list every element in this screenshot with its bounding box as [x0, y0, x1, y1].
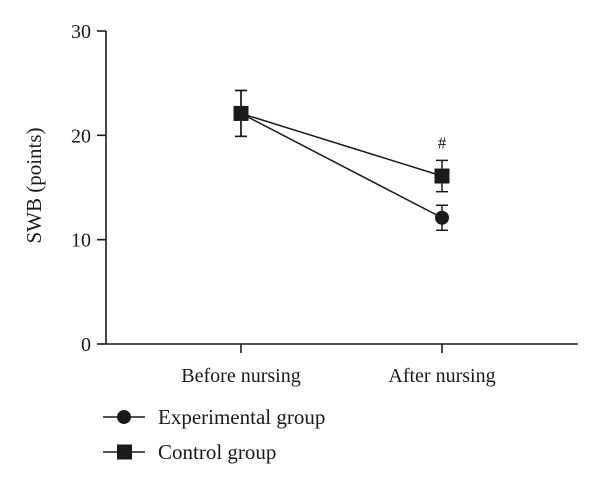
data-point-square: [233, 105, 249, 121]
x-tick-label: After nursing: [388, 365, 495, 387]
significance-annotation: #: [438, 133, 447, 152]
y-tick-label: 0: [81, 334, 91, 356]
legend-circle-icon: [117, 410, 131, 424]
data-point-circle: [435, 210, 449, 225]
legend-label: Experimental group: [158, 405, 325, 429]
y-tick-label: 30: [71, 21, 91, 43]
y-tick-label: 10: [71, 230, 91, 252]
legend: Experimental group Control group: [103, 405, 325, 464]
error-bars: [235, 89, 448, 232]
y-axis-title: SWB (points): [22, 127, 46, 243]
legend-label: Control group: [158, 440, 276, 464]
legend-square-icon: [117, 444, 132, 460]
x-tick-label: Before nursing: [181, 365, 300, 387]
data-point-square: [434, 168, 450, 184]
series-line-circle: [240, 112, 443, 219]
series-line-square: [240, 112, 443, 177]
annotations: #: [438, 133, 447, 152]
axes: 0 10 20 30 Before nursing After nursing SWB (p…: [22, 21, 578, 387]
series-lines: [240, 112, 443, 219]
y-tick-label: 20: [71, 125, 91, 147]
data-markers: [233, 105, 450, 225]
